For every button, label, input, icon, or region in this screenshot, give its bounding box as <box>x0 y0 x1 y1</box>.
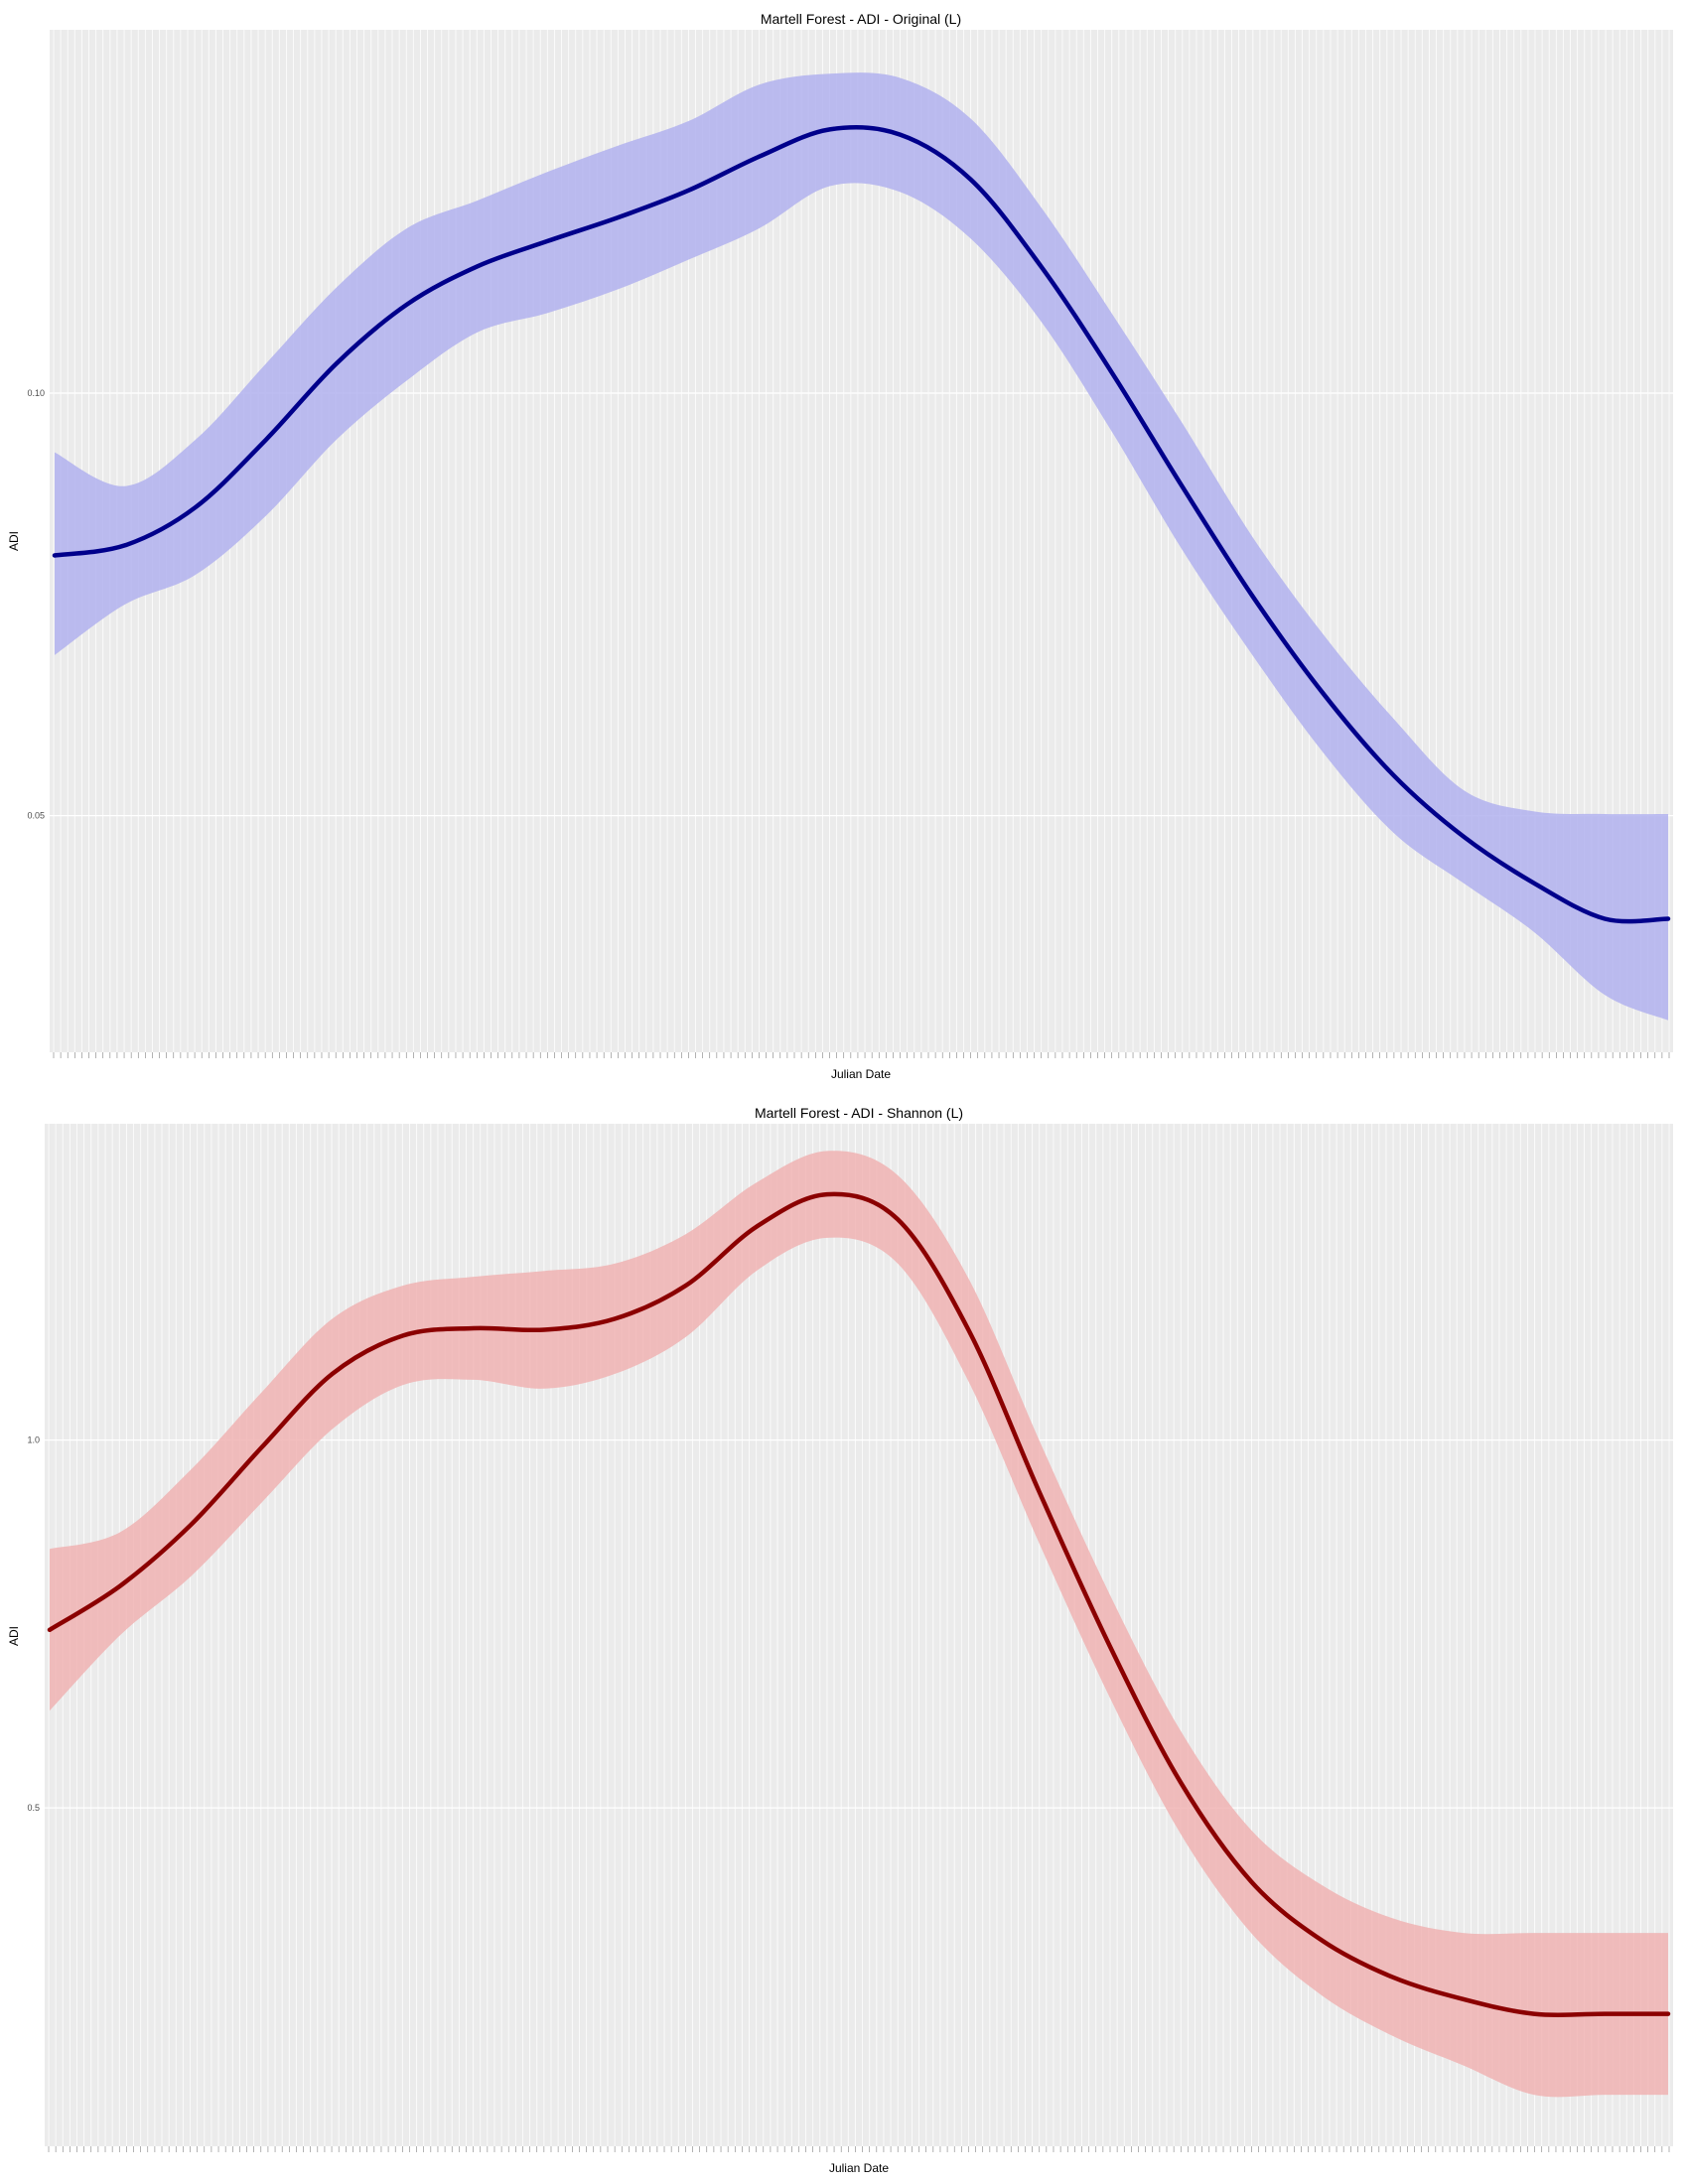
adi-shannon-chart-panel: 0.5 1.0 Martell Forest - ADI - Shannon (L… <box>0 1090 1688 2184</box>
y-tick-labels: 0.5 1.0 <box>27 1435 40 1814</box>
x-axis-title: Julian Date <box>829 2161 889 2175</box>
y-tick-label: 0.5 <box>27 1803 40 1813</box>
smoothed-line <box>47 1191 1671 2017</box>
y-axis-title: ADI <box>7 1626 21 1646</box>
confidence-band <box>50 1151 1668 2098</box>
y-tick-label: 1.0 <box>27 1435 40 1445</box>
smoothed-line <box>52 125 1671 924</box>
confidence-band <box>55 72 1668 1021</box>
plot-background <box>50 30 1673 1052</box>
chart-title: Martell Forest - ADI - Original (L) <box>761 11 961 27</box>
y-tick-label: 0.05 <box>27 811 45 821</box>
adi-original-chart: 0.05 0.10 Martell Forest - ADI - Original… <box>7 11 1673 1081</box>
x-tick-marks <box>53 1052 1670 1058</box>
adi-original-chart-panel: 0.05 0.10 Martell Forest - ADI - Original… <box>0 0 1688 1090</box>
y-axis-title: ADI <box>7 531 21 551</box>
x-axis-title: Julian Date <box>831 1067 891 1081</box>
y-tick-labels: 0.05 0.10 <box>27 388 45 821</box>
chart-title: Martell Forest - ADI - Shannon (L) <box>755 1105 963 1121</box>
y-tick-label: 0.10 <box>27 388 45 398</box>
vertical-gridlines <box>48 1124 1670 2146</box>
adi-shannon-chart: 0.5 1.0 Martell Forest - ADI - Shannon (L… <box>7 1105 1673 2175</box>
x-tick-marks <box>48 2146 1670 2152</box>
